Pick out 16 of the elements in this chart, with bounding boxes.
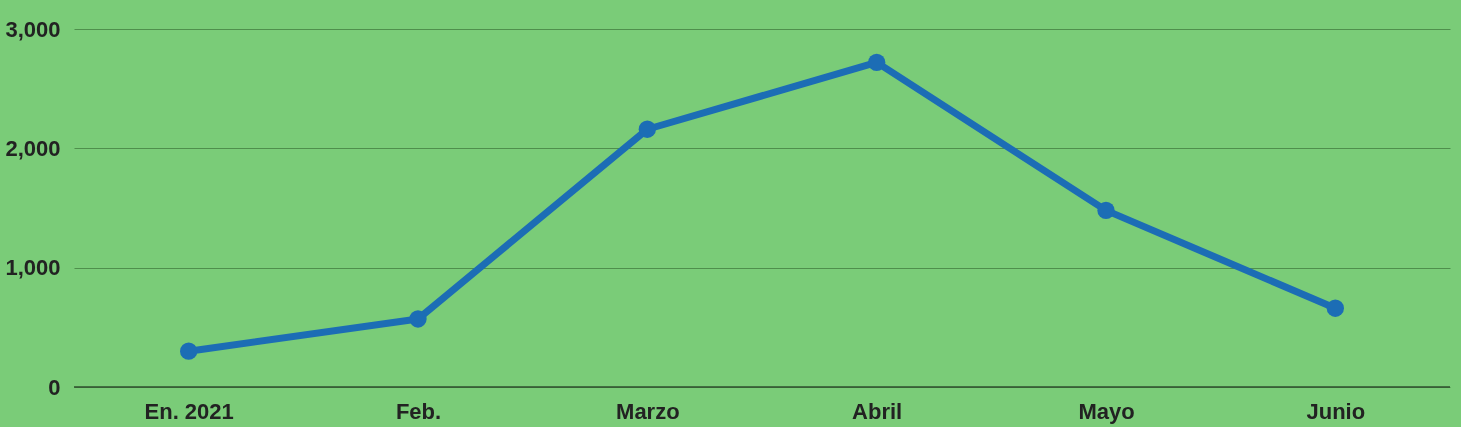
- point: [1326, 299, 1344, 317]
- x-tick-label: Junio: [1306, 398, 1366, 424]
- y-tick-label: 0: [48, 374, 61, 400]
- point: [409, 310, 427, 328]
- x-tick-label: Mayo: [1078, 398, 1135, 424]
- y-tick-label: 3,000: [5, 16, 61, 42]
- point: [1097, 201, 1115, 220]
- x-tick-label: Marzo: [616, 398, 680, 424]
- x-tick-label: En. 2021: [144, 398, 234, 424]
- point: [638, 120, 656, 138]
- x-tick-label: Abril: [852, 398, 903, 424]
- point: [868, 53, 886, 72]
- y-tick-label: 2,000: [5, 135, 61, 161]
- x-tick-label: Feb.: [395, 398, 442, 424]
- point: [180, 342, 198, 360]
- y-tick-label: 1,000: [5, 255, 61, 281]
